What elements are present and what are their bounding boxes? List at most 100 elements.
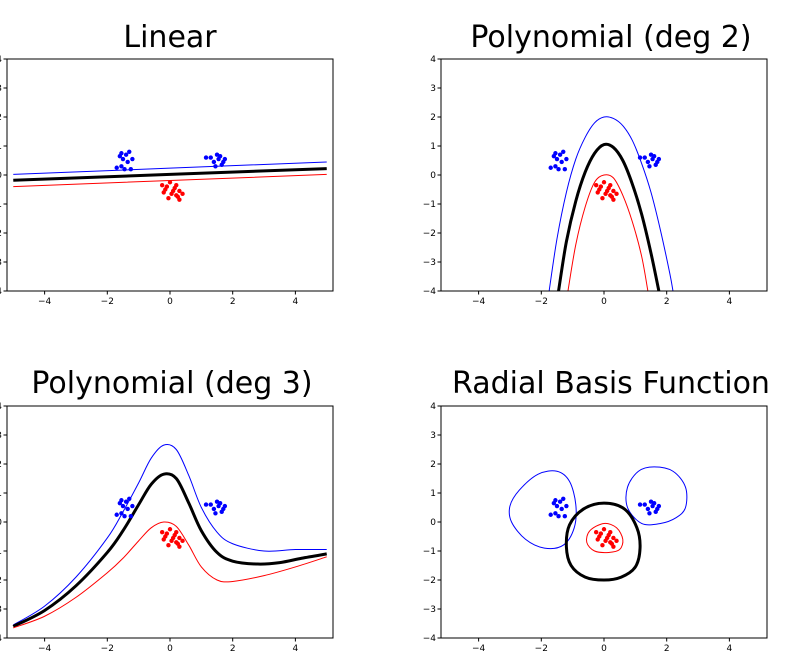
- blue-point: [119, 498, 124, 503]
- blue-point: [647, 511, 652, 516]
- x-tick-label: −4: [472, 297, 486, 307]
- red-point: [163, 187, 168, 192]
- y-tick-label: −2: [0, 576, 2, 586]
- y-tick-label: 2: [0, 113, 2, 123]
- blue-point: [548, 165, 553, 170]
- blue-point: [562, 514, 568, 519]
- red-point: [180, 538, 185, 544]
- y-tick-label: 1: [0, 489, 2, 499]
- x-tick-label: −4: [472, 644, 486, 654]
- blue-point: [554, 156, 560, 162]
- y-tick-label: −3: [423, 605, 436, 615]
- blue-point: [645, 506, 651, 512]
- blue-point: [120, 156, 126, 162]
- blue-point: [648, 152, 654, 157]
- y-tick-label: 4: [0, 55, 2, 65]
- blue-point: [645, 159, 651, 165]
- red-point: [174, 182, 179, 188]
- blue-point: [561, 149, 566, 154]
- plot-area: [12, 444, 327, 629]
- blue-point: [637, 155, 643, 160]
- red-point: [593, 182, 599, 188]
- y-tick-label: 3: [0, 431, 2, 441]
- blue-point: [120, 503, 126, 509]
- red-point: [167, 527, 173, 532]
- x-tick-label: 4: [293, 644, 299, 654]
- y-tick-label: 1: [430, 489, 436, 499]
- blue-point: [556, 167, 561, 172]
- blue-point: [119, 151, 124, 156]
- x-tick-label: 0: [167, 644, 173, 654]
- blue-point: [130, 156, 135, 162]
- x-tick-label: −4: [38, 644, 52, 654]
- blue-point: [559, 159, 564, 165]
- red-point: [593, 529, 599, 535]
- blue-point: [130, 503, 135, 509]
- margin-positive-curve: [13, 161, 327, 175]
- blue-point: [208, 155, 213, 160]
- blue-point: [554, 503, 560, 509]
- red-point: [159, 182, 165, 188]
- blue-point: [562, 167, 568, 172]
- red-point: [180, 191, 185, 197]
- red-point: [174, 529, 179, 535]
- red-point: [611, 197, 616, 202]
- y-tick-label: −1: [423, 200, 436, 210]
- y-tick-label: 2: [430, 113, 436, 123]
- y-tick-label: −2: [0, 229, 2, 239]
- x-tick-label: 2: [230, 297, 236, 307]
- blue-point: [123, 152, 129, 157]
- decision-boundary-curve: [557, 142, 661, 291]
- blue-point: [208, 502, 213, 507]
- red-point: [169, 191, 174, 197]
- y-tick-label: −1: [423, 547, 436, 557]
- blue-point: [203, 502, 209, 507]
- blue-point: [553, 164, 558, 169]
- plot-area: [13, 149, 327, 202]
- y-tick-label: 4: [430, 55, 436, 65]
- y-tick-label: −2: [423, 229, 436, 239]
- y-tick-label: −3: [0, 605, 2, 615]
- red-point: [177, 535, 182, 541]
- red-point: [614, 191, 619, 197]
- blue-point: [211, 159, 217, 165]
- blue-point: [114, 165, 119, 170]
- x-tick-label: −2: [535, 297, 548, 307]
- x-tick-label: 4: [727, 297, 733, 307]
- margin-positive-curve: [508, 470, 577, 550]
- x-tick-label: 0: [601, 297, 607, 307]
- red-point: [603, 538, 608, 544]
- y-tick-label: 2: [430, 460, 436, 470]
- red-point: [611, 188, 616, 194]
- blue-point: [119, 164, 124, 169]
- y-tick-label: −4: [0, 287, 2, 297]
- red-point: [597, 187, 602, 192]
- y-tick-label: 3: [430, 431, 436, 441]
- blue-point: [119, 511, 124, 516]
- red-point: [611, 535, 616, 541]
- y-tick-label: 0: [0, 171, 2, 181]
- x-tick-label: 4: [727, 644, 733, 654]
- subplot-title: Linear: [123, 20, 217, 55]
- blue-point: [564, 156, 569, 162]
- blue-point: [213, 511, 218, 516]
- red-point: [169, 538, 174, 544]
- blue-point: [211, 506, 217, 512]
- x-tick-label: 2: [664, 644, 670, 654]
- red-point: [177, 544, 182, 549]
- x-tick-label: 4: [293, 297, 299, 307]
- blue-point: [553, 498, 558, 503]
- decision-boundary-curve: [564, 501, 642, 582]
- blue-point: [648, 499, 654, 504]
- margin-positive-curve: [625, 466, 688, 526]
- x-tick-label: 2: [230, 644, 236, 654]
- blue-point: [214, 499, 220, 504]
- blue-point: [559, 506, 564, 512]
- red-point: [600, 543, 605, 548]
- plot-area: [508, 466, 688, 582]
- x-tick-label: 0: [167, 297, 173, 307]
- axes-frame: [440, 405, 768, 639]
- blue-point: [123, 499, 129, 504]
- blue-point: [553, 151, 558, 156]
- blue-point: [127, 149, 132, 154]
